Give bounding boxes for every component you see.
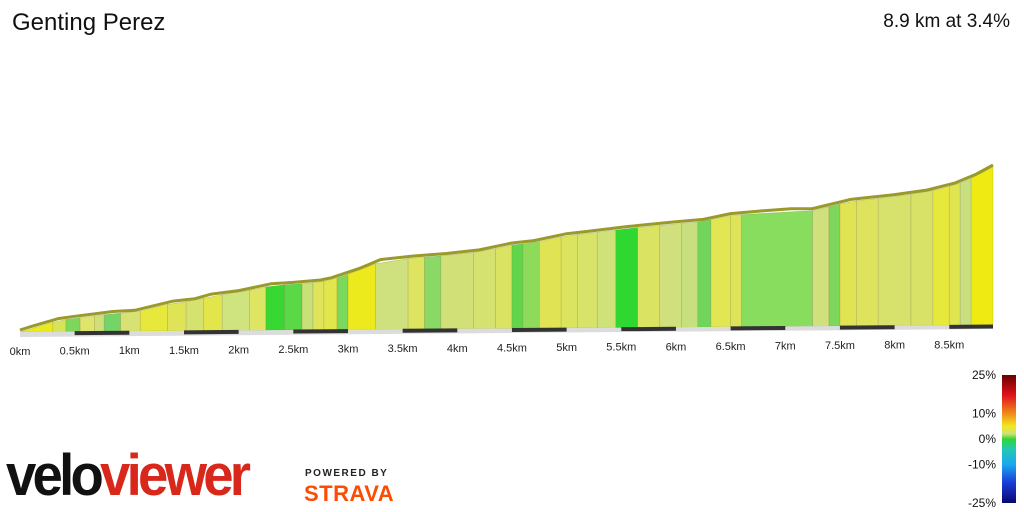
profile-area — [19, 163, 994, 333]
x-tick-label: 7km — [775, 340, 796, 352]
gradient-segment-22 — [424, 255, 442, 330]
gradient-segment-39 — [741, 210, 813, 328]
gradient-segment-8 — [167, 301, 187, 332]
legend-label: 0% — [979, 432, 997, 446]
gradient-segment-19 — [347, 263, 376, 330]
x-tick-label: 0km — [10, 346, 31, 358]
x-tick-label: 4.5km — [497, 342, 527, 354]
gradient-segment-24 — [473, 248, 496, 330]
gradient-segment-42 — [839, 200, 857, 327]
veloviewer-logo: veloviewer — [6, 447, 251, 505]
gradient-segment-21 — [407, 256, 425, 330]
gradient-segment-9 — [185, 297, 204, 332]
gradient-segment-25 — [495, 244, 513, 329]
legend-label: 25% — [972, 368, 996, 382]
x-tick-label: 8km — [884, 340, 905, 352]
gradient-segment-49 — [970, 166, 994, 326]
distance-base-strip — [20, 324, 994, 337]
powered-by-label: POWERED BY — [305, 468, 389, 479]
x-tick-label: 3.5km — [388, 343, 418, 355]
gradient-segment-27 — [522, 241, 540, 329]
legend-label: 10% — [972, 406, 996, 420]
gradient-segment-11 — [221, 289, 250, 331]
gradient-segment-38 — [730, 214, 742, 328]
gradient-segment-6 — [120, 310, 141, 332]
gradient-segment-43 — [856, 198, 879, 327]
x-tick-label: 3km — [338, 344, 359, 356]
x-tick-label: 7.5km — [825, 340, 855, 352]
gradient-segment-44 — [877, 193, 912, 327]
legend-label: -25% — [968, 496, 996, 510]
x-tick-label: 6.5km — [716, 341, 746, 353]
gradient-segment-31 — [596, 229, 617, 329]
x-tick-label: 2.5km — [278, 344, 308, 356]
gradient-segment-5 — [103, 312, 121, 332]
x-tick-label: 0.5km — [60, 346, 90, 358]
gradient-segment-36 — [697, 219, 712, 328]
legend-label: -10% — [968, 458, 996, 472]
legend-colorbar — [1002, 375, 1016, 503]
page-title: Genting Perez — [12, 9, 166, 36]
gradient-segment-30 — [577, 231, 598, 329]
x-tick-label: 1.5km — [169, 345, 199, 357]
gradient-segment-23 — [440, 252, 475, 330]
gradient-segment-16 — [312, 280, 325, 331]
gradient-segment-41 — [828, 203, 841, 327]
gradient-segment-10 — [203, 294, 223, 331]
x-tick-label: 5.5km — [606, 342, 636, 354]
gradient-segment-2 — [65, 317, 81, 332]
x-tick-label: 6km — [666, 341, 687, 353]
gradient-segment-12 — [249, 286, 267, 331]
x-tick-label: 1km — [119, 345, 140, 357]
x-tick-label: 5km — [556, 342, 577, 354]
logo-text-velo: velo — [6, 443, 104, 508]
gradient-segment-40 — [812, 206, 830, 327]
x-tick-label: 2km — [228, 344, 249, 356]
gradient-segment-28 — [538, 236, 562, 329]
logo-text-viewer: viewer — [100, 443, 251, 508]
strava-logo: STRAVA — [304, 481, 395, 506]
gradient-segment-13 — [265, 284, 285, 331]
gradient-segment-20 — [375, 258, 409, 330]
gradient-segment-35 — [681, 221, 699, 328]
gradient-segment-46 — [932, 186, 950, 326]
profile-top-edge — [19, 163, 994, 332]
x-tick-label: 8.5km — [934, 339, 964, 351]
gradient-segment-48 — [959, 177, 972, 326]
x-tick-label: 4km — [447, 343, 468, 355]
gradient-segment-14 — [284, 283, 303, 331]
gradient-segment-18 — [336, 273, 349, 331]
gradient-segment-26 — [511, 243, 524, 329]
gradient-segment-33 — [637, 225, 660, 328]
gradient-segment-34 — [659, 222, 682, 328]
gradient-segment-47 — [948, 182, 961, 326]
climb-summary: 8.9 km at 3.4% — [883, 11, 1010, 32]
gradient-segment-29 — [560, 234, 578, 329]
gradient-segment-17 — [323, 277, 338, 331]
gradient-segment-4 — [94, 314, 105, 332]
gradient-segment-45 — [910, 190, 934, 326]
gradient-legend: 25% 10% 0% -10% -25% — [968, 368, 1016, 510]
gradient-segment-32 — [615, 227, 638, 329]
distance-axis: 0km 0.5km 1km 1.5km 2km 2.5km 3km 3.5km 4km 4.5km… — [10, 339, 965, 358]
gradient-segment-1 — [52, 319, 67, 333]
gradient-segment-37 — [710, 215, 731, 328]
gradient-segment-3 — [79, 315, 95, 332]
gradient-segment-15 — [301, 282, 314, 331]
